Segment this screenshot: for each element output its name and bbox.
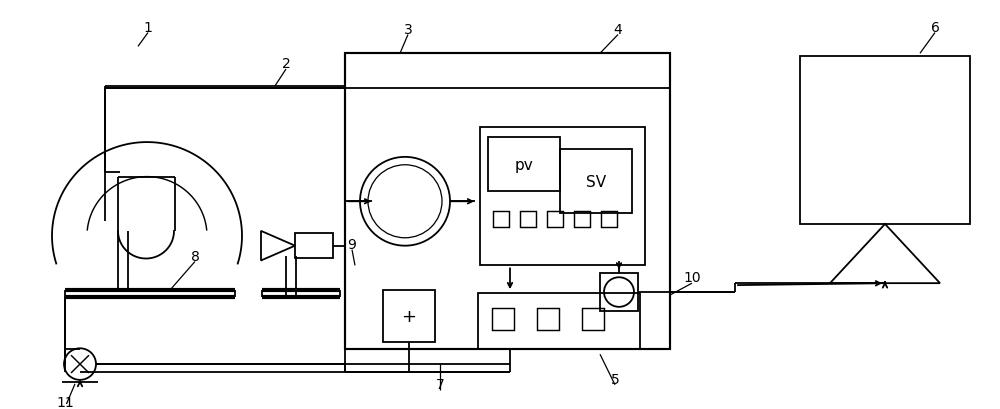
Polygon shape (261, 231, 295, 261)
Text: SV: SV (586, 175, 606, 190)
Bar (560, 150, 632, 213)
Text: 7: 7 (436, 377, 444, 391)
Bar (520, 211, 536, 227)
Text: 8: 8 (191, 249, 199, 263)
Text: 6: 6 (931, 20, 939, 34)
Bar (601, 211, 617, 227)
Text: 11: 11 (56, 395, 74, 409)
Bar (493, 211, 509, 227)
Bar (800, 57, 970, 225)
Text: 3: 3 (404, 22, 412, 36)
Bar (345, 54, 670, 349)
Bar (537, 308, 559, 330)
Text: 5: 5 (611, 372, 619, 386)
Text: 1: 1 (144, 20, 152, 34)
Text: 9: 9 (348, 237, 356, 251)
Bar (295, 233, 333, 259)
Text: 2: 2 (282, 57, 290, 71)
Bar (574, 211, 590, 227)
Bar (492, 308, 514, 330)
Bar (547, 211, 563, 227)
Text: 10: 10 (683, 271, 701, 285)
Bar (582, 308, 604, 330)
Text: pv: pv (515, 158, 533, 173)
Text: 4: 4 (614, 22, 622, 36)
Polygon shape (830, 225, 940, 283)
Bar (383, 290, 435, 342)
Text: +: + (402, 307, 416, 325)
Bar (600, 274, 638, 311)
Bar (488, 138, 560, 192)
Bar (480, 128, 645, 266)
Bar (478, 293, 640, 349)
